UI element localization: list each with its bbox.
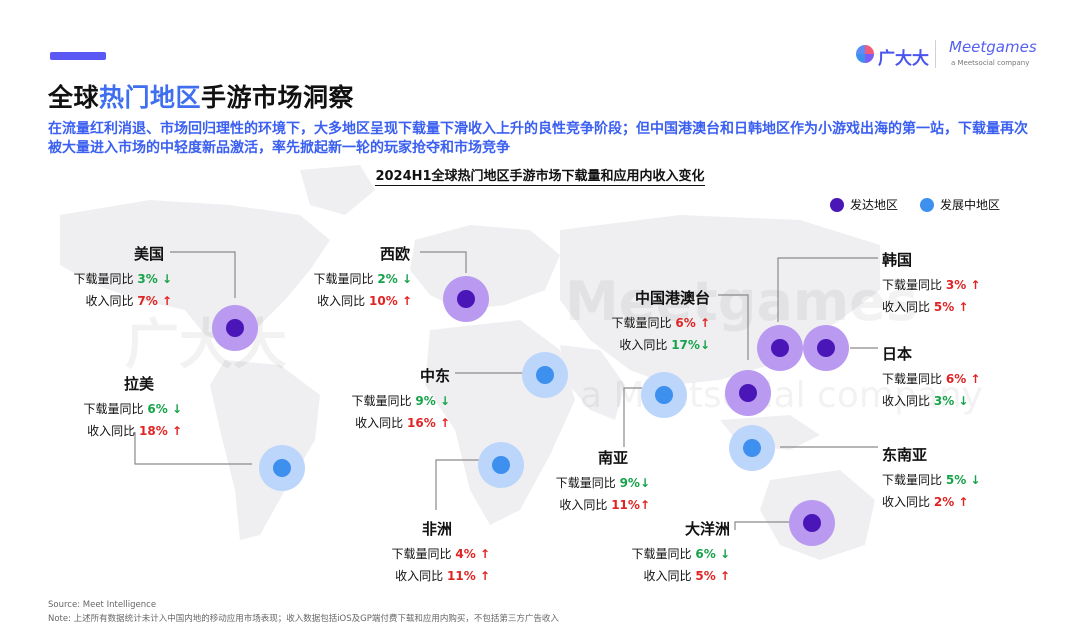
page-subtitle: 在流量红利消退、市场回归理性的环境下，大多地区呈现下载量下滑收入上升的良性竞争阶… — [48, 121, 1028, 156]
region-oceania: 大洋洲 下载量同比 6% ↓ 收入同比 5% ↑ — [570, 518, 730, 584]
page-title: 全球热门地区手游市场洞察 — [48, 83, 355, 112]
region-sa: 南亚 下载量同比 9%↓ 收入同比 11%↑ — [500, 447, 650, 513]
region-jp: 日本 下载量同比 6% ↑ 收入同比 3% ↓ — [882, 345, 981, 408]
region-me: 中东 下载量同比 9% ↓ 收入同比 16% ↑ — [280, 365, 450, 431]
region-name: 日本 — [882, 345, 913, 363]
logo-tagline: a Meetsocial company — [951, 59, 1030, 67]
watermark-en: Meetgames — [565, 270, 918, 333]
region-weu: 西欧 下载量同比 2% ↓ 收入同比 10% ↑ — [240, 243, 412, 309]
bubble-jp — [803, 325, 849, 371]
region-latam: 拉美 下载量同比 6% ↓ 收入同比 18% ↑ — [0, 373, 182, 439]
region-name: 中东 — [419, 367, 450, 385]
bubble-sa — [641, 372, 687, 418]
logo-text-en: Meetgames — [949, 38, 1037, 56]
legend-emerging: 发展中地区 — [920, 196, 1000, 213]
footer-note: Note: 上述所有数据统计未计入中国内地的移动应用市场表现；收入数据包括iOS… — [48, 614, 559, 624]
watermark-cn: 广大大 — [125, 313, 287, 376]
region-us: 美国 下载量同比 3% ↓ 收入同比 7% ↑ — [0, 243, 172, 309]
logo-text-cn: 广大大 — [878, 49, 929, 69]
bubble-africa — [478, 442, 524, 488]
legend-developed: 发达地区 — [830, 196, 898, 213]
region-kr: 韩国 下载量同比 3% ↑ 收入同比 5% ↑ — [882, 251, 981, 314]
region-name: 南亚 — [597, 449, 628, 467]
region-name: 拉美 — [123, 375, 154, 393]
logo-divider — [935, 40, 936, 68]
bubble-latam — [259, 445, 305, 491]
region-name: 西欧 — [379, 245, 410, 263]
region-name: 中国港澳台 — [634, 289, 710, 307]
logo-icon — [856, 45, 874, 63]
chart-title: 2024H1全球热门地区手游市场下载量和应用内收入变化 — [375, 169, 705, 186]
region-name: 非洲 — [421, 520, 452, 538]
region-name: 美国 — [133, 245, 164, 263]
region-name: 东南亚 — [882, 446, 928, 464]
accent-bar — [50, 52, 106, 60]
bubble-oceania — [789, 500, 835, 546]
bubble-kr — [757, 325, 803, 371]
region-africa: 非洲 下载量同比 4% ↑ 收入同比 11% ↑ — [330, 518, 490, 584]
footer-source: Source: Meet Intelligence — [48, 600, 157, 610]
region-name: 大洋洲 — [684, 520, 730, 538]
bubble-sea — [729, 425, 775, 471]
region-sea: 东南亚 下载量同比 5% ↓ 收入同比 2% ↑ — [882, 446, 981, 509]
bubble-us — [212, 305, 258, 351]
region-name: 韩国 — [882, 251, 913, 269]
bubble-weu — [443, 276, 489, 322]
bubble-me — [522, 352, 568, 398]
bubble-hmt — [725, 370, 771, 416]
region-hmt: 中国港澳台 下载量同比 6% ↑ 收入同比 17%↓ — [540, 287, 710, 353]
